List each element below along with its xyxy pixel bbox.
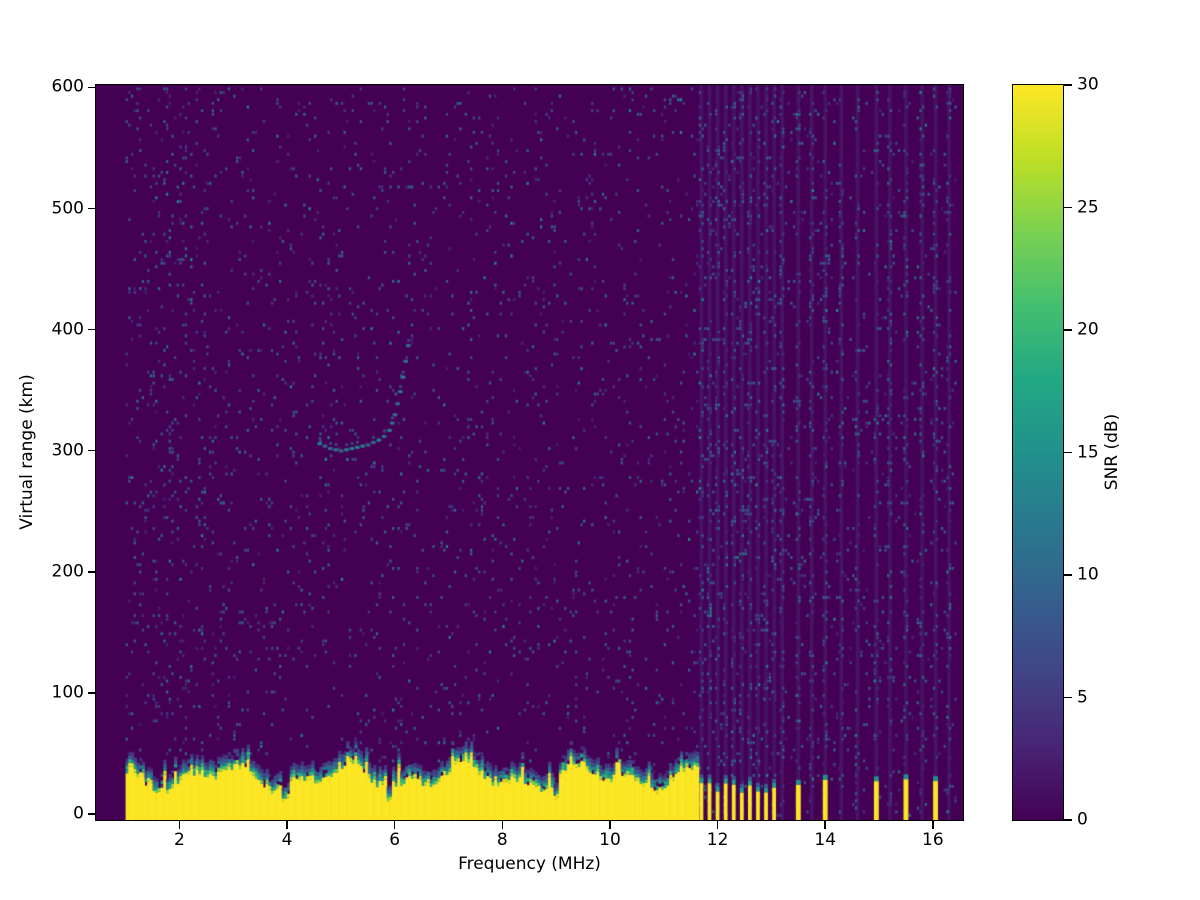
y-tick-mark: [88, 692, 96, 694]
x-tick-mark: [824, 821, 827, 829]
x-tick-label: 10: [599, 830, 621, 850]
y-tick-label: 600: [51, 77, 84, 98]
x-tick-label: 8: [496, 830, 508, 850]
colorbar-canvas: [1013, 85, 1063, 820]
colorbar-tick-mark: [1064, 574, 1072, 576]
x-tick-label: 2: [173, 830, 185, 850]
x-tick-mark: [609, 821, 611, 829]
x-axis-label: Frequency (MHz): [458, 854, 601, 874]
colorbar-tick-mark: [1064, 84, 1072, 86]
colorbar-tick-mark: [1064, 696, 1072, 699]
x-tick-label: 14: [814, 830, 837, 850]
y-tick-label: 300: [51, 440, 84, 461]
y-tick-mark: [88, 328, 96, 331]
y-tick-label: 500: [51, 198, 84, 219]
colorbar-tick-label: 15: [1077, 442, 1099, 463]
colorbar-tick-mark: [1064, 451, 1072, 454]
colorbar-tick-label: 25: [1077, 197, 1099, 218]
colorbar-tick-mark: [1064, 329, 1072, 331]
y-tick-mark: [88, 570, 96, 573]
colorbar-tick-label: 30: [1077, 74, 1099, 95]
y-tick-label: 200: [51, 561, 84, 582]
x-tick-mark: [716, 821, 719, 829]
y-tick-label: 0: [73, 803, 84, 824]
colorbar-tick-label: 10: [1077, 564, 1099, 585]
colorbar-label: SNR (dB): [1102, 413, 1122, 491]
x-tick-mark: [393, 821, 396, 829]
x-tick-mark: [501, 821, 504, 829]
colorbar-tick-label: 0: [1077, 809, 1088, 830]
x-tick-label: 16: [922, 830, 944, 850]
x-tick-mark: [178, 821, 181, 829]
x-tick-label: 12: [706, 830, 729, 850]
x-tick-label: 4: [281, 830, 293, 850]
y-tick-mark: [88, 207, 96, 210]
colorbar-tick-label: 5: [1077, 687, 1088, 708]
colorbar-tick-mark: [1064, 206, 1072, 209]
x-tick-mark: [932, 821, 934, 829]
colorbar-tick-mark: [1064, 819, 1072, 821]
y-tick-label: 100: [51, 682, 84, 703]
x-tick-label: 6: [389, 830, 401, 850]
y-tick-mark: [88, 86, 96, 89]
heatmap-canvas: [96, 85, 963, 820]
x-tick-mark: [286, 821, 288, 829]
colorbar-tick-label: 20: [1077, 319, 1099, 340]
y-tick-mark: [88, 449, 96, 452]
y-tick-mark: [88, 813, 96, 815]
y-tick-label: 400: [51, 319, 84, 340]
